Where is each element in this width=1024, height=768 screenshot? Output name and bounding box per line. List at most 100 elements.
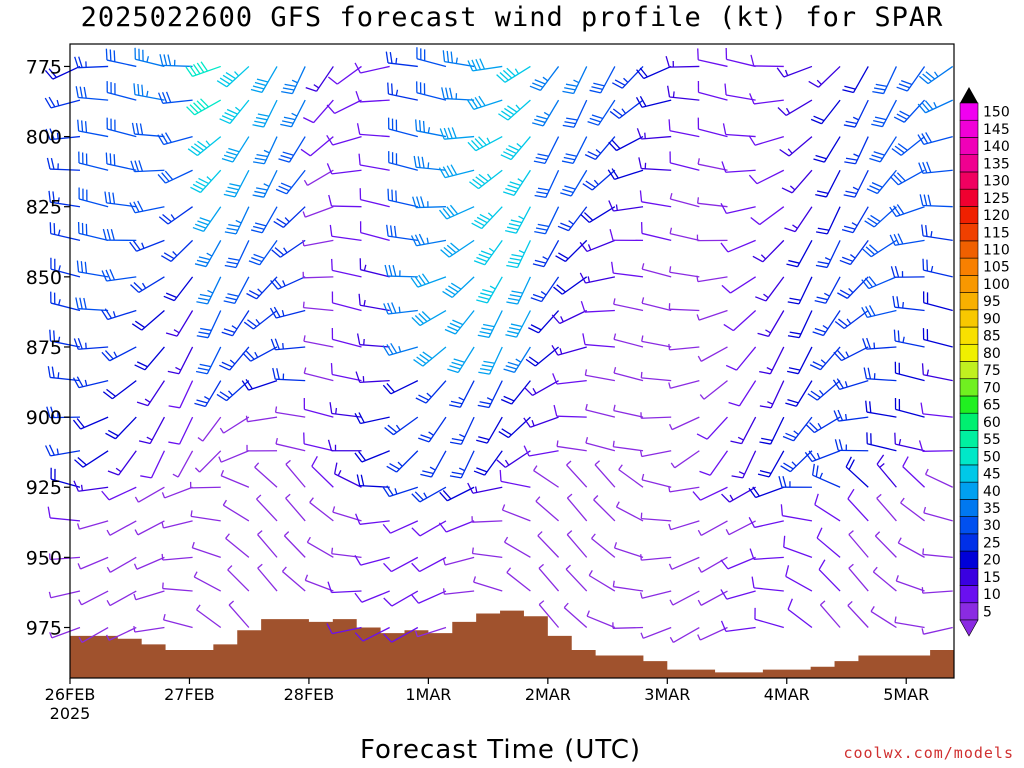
wind-barb xyxy=(697,117,728,138)
colorbar-label: 70 xyxy=(983,380,1001,396)
wind-barb xyxy=(499,469,531,488)
wind-barb xyxy=(724,83,756,101)
colorbar-label: 40 xyxy=(983,484,1001,500)
wind-barb xyxy=(161,520,193,529)
wind-barb xyxy=(283,531,306,558)
wind-barb xyxy=(748,486,785,499)
wind-barb xyxy=(776,65,813,78)
wind-barb xyxy=(896,66,926,92)
wind-barb xyxy=(563,602,588,628)
wind-barb xyxy=(902,456,926,488)
wind-barb xyxy=(922,328,953,348)
wind-barb xyxy=(697,520,728,536)
wind-barb xyxy=(442,276,475,298)
wind-barb xyxy=(302,206,334,218)
wind-barb xyxy=(722,123,756,138)
wind-barb xyxy=(862,337,897,350)
wind-barb xyxy=(669,266,700,278)
wind-barb xyxy=(889,233,925,246)
wind-barb xyxy=(306,536,334,558)
wind-barb xyxy=(75,297,109,312)
wind-barb xyxy=(224,240,250,269)
wind-barb xyxy=(327,65,362,85)
wind-barb xyxy=(354,590,390,603)
wind-barb xyxy=(105,152,137,171)
wind-barb xyxy=(751,576,784,592)
wind-barb xyxy=(894,397,925,418)
wind-barb xyxy=(302,301,334,312)
wind-barb xyxy=(133,625,165,633)
wind-barb xyxy=(221,136,250,163)
wind-barb xyxy=(185,61,221,77)
wind-barb xyxy=(78,626,109,643)
wind-barb xyxy=(383,626,419,643)
wind-barb xyxy=(441,87,475,101)
wind-barb xyxy=(77,221,109,242)
wind-barb xyxy=(532,240,560,268)
wind-barb xyxy=(561,136,588,164)
wind-barb xyxy=(194,240,222,268)
wind-barb xyxy=(635,96,672,108)
wind-barbs xyxy=(44,47,954,644)
wind-barb xyxy=(159,54,193,68)
y-tick-label: 950 xyxy=(26,547,62,569)
colorbar-swatch xyxy=(959,430,979,448)
colorbar-swatch xyxy=(959,326,979,345)
wind-barb xyxy=(44,444,81,457)
wind-barb xyxy=(894,432,925,452)
wind-barb xyxy=(668,520,700,531)
wind-barb xyxy=(387,117,418,138)
wind-barb xyxy=(100,308,137,321)
wind-barb xyxy=(192,206,222,232)
colorbar-label: 90 xyxy=(983,311,1001,327)
x-tick-sublabel: 2025 xyxy=(50,704,91,723)
wind-barb xyxy=(668,485,700,493)
wind-barb xyxy=(529,66,560,92)
wind-barb xyxy=(101,269,137,282)
wind-barb xyxy=(720,620,756,633)
wind-barb xyxy=(218,450,250,463)
wind-barb xyxy=(330,363,362,382)
wind-barb xyxy=(476,276,503,304)
wind-barb xyxy=(866,169,897,195)
wind-barb xyxy=(300,136,334,157)
wind-barb xyxy=(848,530,869,558)
wind-barb xyxy=(222,499,250,522)
wind-barb xyxy=(594,460,616,488)
wind-barb xyxy=(871,99,897,128)
wind-barb xyxy=(414,626,447,638)
wind-barb xyxy=(439,486,475,502)
wind-barb xyxy=(411,486,447,503)
wind-barb xyxy=(781,169,813,194)
wind-barb xyxy=(439,127,475,140)
wind-barb xyxy=(613,404,644,418)
wind-barb xyxy=(388,151,418,171)
wind-barb xyxy=(608,135,644,152)
wind-barb xyxy=(257,530,278,558)
wind-barb xyxy=(891,136,925,156)
wind-barb xyxy=(133,590,165,601)
wind-barb xyxy=(612,440,644,452)
wind-barb xyxy=(636,65,672,80)
wind-barb xyxy=(815,240,841,269)
wind-barb xyxy=(438,164,475,179)
wind-barb xyxy=(613,333,644,348)
wind-barb xyxy=(833,409,869,422)
wind-barb xyxy=(302,239,334,247)
colorbar-label: 25 xyxy=(983,535,1001,551)
wind-barb xyxy=(641,473,672,488)
colorbar-swatch xyxy=(959,464,979,483)
wind-barb xyxy=(500,136,531,161)
wind-barb xyxy=(918,440,953,452)
wind-barb xyxy=(640,222,672,242)
wind-barb xyxy=(778,475,812,488)
wind-barb xyxy=(639,190,672,208)
wind-barb xyxy=(285,459,306,488)
wind-barb xyxy=(759,346,785,375)
wind-barb xyxy=(471,516,503,523)
wind-barb xyxy=(191,541,221,558)
wind-barb xyxy=(696,275,728,283)
wind-barb xyxy=(134,47,165,68)
wind-barb xyxy=(473,576,503,592)
